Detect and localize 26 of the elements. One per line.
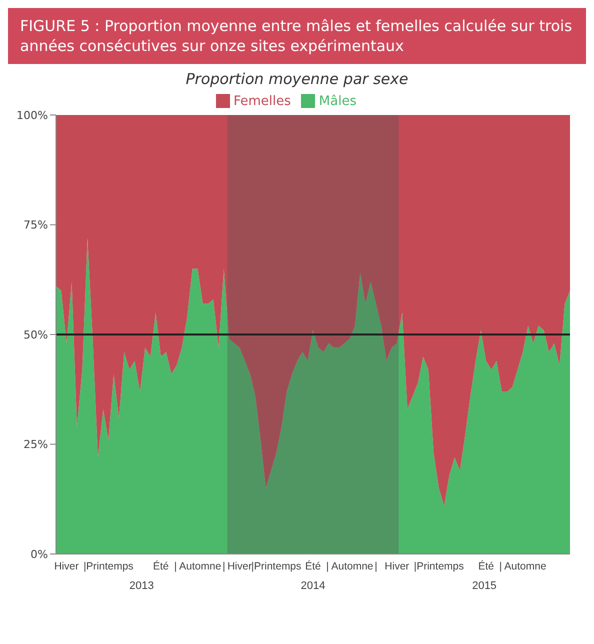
- y-tick-label: 25%: [24, 438, 48, 452]
- y-axis-title: Proportion moyenne par sexe: [184, 70, 410, 88]
- x-tick-label: |: [374, 560, 378, 572]
- text: 2013: [128, 580, 155, 592]
- x-tick-label: Hiver: [227, 560, 252, 572]
- y-tick-label: 100%: [16, 108, 48, 122]
- legend-label: Femelles: [234, 94, 291, 109]
- x-tick-label: Été: [305, 559, 322, 572]
- x-tick-label: |Printemps: [414, 560, 464, 572]
- x-tick-label: |Printemps: [83, 560, 134, 572]
- y-tick-label: 50%: [24, 328, 48, 342]
- x-tick-label: Été: [478, 559, 494, 572]
- text: 2015: [471, 580, 498, 592]
- x-tick-label: |Printemps: [251, 560, 302, 572]
- x-tick-label: Été: [153, 559, 169, 572]
- y-tick-label: 75%: [24, 218, 48, 232]
- y-tick-label: 0%: [30, 548, 48, 561]
- legend-label: Mâles: [318, 94, 356, 109]
- x-tick-label: | Automne: [499, 560, 546, 572]
- x-tick-label: Hiver: [384, 560, 410, 572]
- text: 2014: [300, 580, 326, 592]
- x-tick-label: | Automne: [326, 560, 374, 572]
- x-tick-label: Hiver: [54, 560, 80, 572]
- x-tick-label: |: [222, 560, 226, 572]
- x-tick-label: | Automne: [174, 560, 222, 572]
- chart-title: FIGURE 5 : Proportion moyenne entre mâles et femelles calculée sur trois années consécutives sur onze sites expérimentaux: [8, 8, 586, 64]
